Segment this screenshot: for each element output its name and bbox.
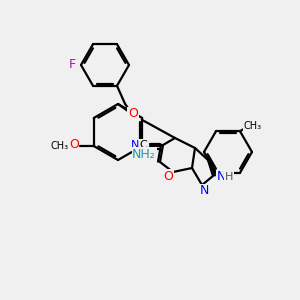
Text: NH₂: NH₂ [132, 148, 156, 160]
Text: CH₃: CH₃ [244, 121, 262, 131]
Text: N: N [131, 140, 139, 150]
Text: F: F [68, 58, 76, 71]
Text: O: O [163, 169, 173, 182]
Text: C: C [139, 140, 147, 150]
Text: O: O [128, 107, 138, 120]
Text: O: O [69, 139, 79, 152]
Text: H: H [225, 172, 233, 182]
Text: N: N [216, 170, 226, 184]
Text: N: N [199, 184, 209, 197]
Text: CH₃: CH₃ [51, 141, 69, 151]
